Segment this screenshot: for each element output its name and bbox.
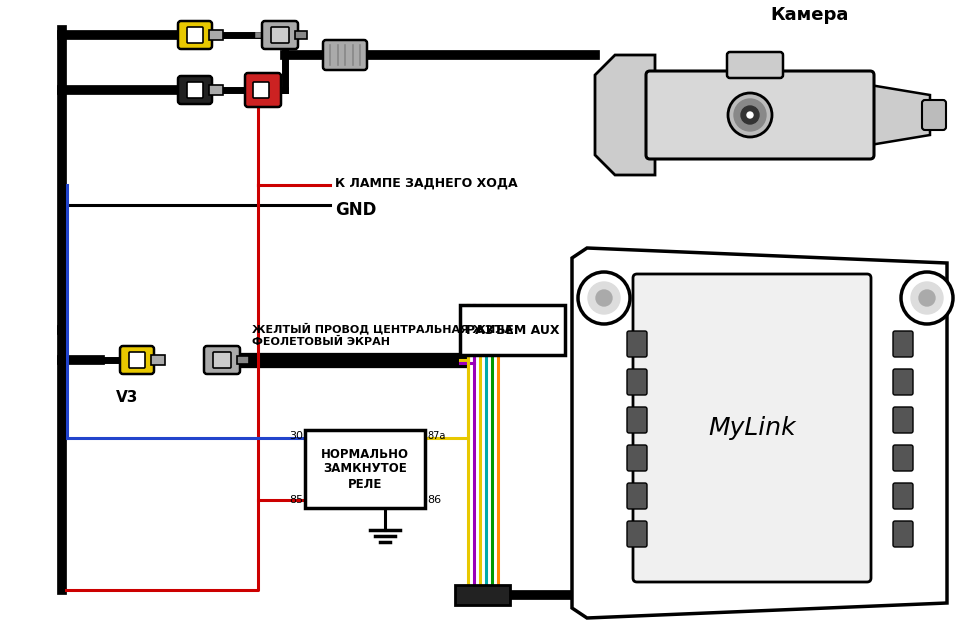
Text: 86: 86 xyxy=(427,495,442,505)
FancyBboxPatch shape xyxy=(323,40,367,70)
Text: НОРМАЛЬНО
ЗАМКНУТОЕ
РЕЛЕ: НОРМАЛЬНО ЗАМКНУТОЕ РЕЛЕ xyxy=(321,447,409,491)
Text: 87а: 87а xyxy=(427,431,445,441)
FancyBboxPatch shape xyxy=(633,274,871,582)
FancyBboxPatch shape xyxy=(627,445,647,471)
FancyBboxPatch shape xyxy=(893,407,913,433)
Text: 85: 85 xyxy=(289,495,303,505)
Text: ФЕОЛЕТОВЫЙ ЭКРАН: ФЕОЛЕТОВЫЙ ЭКРАН xyxy=(252,337,390,347)
FancyBboxPatch shape xyxy=(893,331,913,357)
FancyBboxPatch shape xyxy=(627,521,647,547)
Text: РАЗЪЕМ AUX: РАЗЪЕМ AUX xyxy=(466,323,560,337)
FancyBboxPatch shape xyxy=(120,346,154,374)
FancyBboxPatch shape xyxy=(245,73,281,107)
FancyBboxPatch shape xyxy=(204,346,240,374)
Circle shape xyxy=(919,290,935,306)
FancyBboxPatch shape xyxy=(178,21,212,49)
FancyBboxPatch shape xyxy=(213,352,231,368)
FancyBboxPatch shape xyxy=(627,407,647,433)
Circle shape xyxy=(588,282,620,314)
FancyBboxPatch shape xyxy=(178,76,212,104)
FancyBboxPatch shape xyxy=(893,521,913,547)
Circle shape xyxy=(734,99,766,131)
FancyBboxPatch shape xyxy=(151,355,165,365)
FancyBboxPatch shape xyxy=(305,430,425,508)
FancyBboxPatch shape xyxy=(209,85,223,95)
FancyBboxPatch shape xyxy=(627,331,647,357)
FancyBboxPatch shape xyxy=(893,369,913,395)
Text: V3: V3 xyxy=(116,390,138,406)
Circle shape xyxy=(578,272,630,324)
FancyBboxPatch shape xyxy=(187,82,203,98)
Text: ЖЕЛТЫЙ ПРОВОД ЦЕНТРАЛЬНАЯ ЖИЛА: ЖЕЛТЫЙ ПРОВОД ЦЕНТРАЛЬНАЯ ЖИЛА xyxy=(252,322,514,334)
FancyBboxPatch shape xyxy=(627,483,647,509)
FancyBboxPatch shape xyxy=(187,27,203,43)
FancyBboxPatch shape xyxy=(455,585,510,605)
FancyBboxPatch shape xyxy=(295,31,307,39)
Text: MyLink: MyLink xyxy=(708,416,796,440)
FancyBboxPatch shape xyxy=(922,100,946,130)
FancyBboxPatch shape xyxy=(271,27,289,43)
Circle shape xyxy=(741,106,759,124)
Circle shape xyxy=(911,282,943,314)
Text: 30: 30 xyxy=(289,431,303,441)
FancyBboxPatch shape xyxy=(893,445,913,471)
FancyBboxPatch shape xyxy=(646,71,874,159)
FancyBboxPatch shape xyxy=(237,356,249,364)
Polygon shape xyxy=(572,248,947,618)
FancyBboxPatch shape xyxy=(460,305,565,355)
Circle shape xyxy=(901,272,953,324)
Circle shape xyxy=(747,112,753,118)
Text: GND: GND xyxy=(335,201,376,219)
Circle shape xyxy=(596,290,612,306)
FancyBboxPatch shape xyxy=(129,352,145,368)
FancyBboxPatch shape xyxy=(253,82,269,98)
FancyBboxPatch shape xyxy=(209,30,223,40)
Polygon shape xyxy=(870,85,930,145)
FancyBboxPatch shape xyxy=(727,52,783,78)
Circle shape xyxy=(728,93,772,137)
FancyBboxPatch shape xyxy=(627,369,647,395)
Text: Камера: Камера xyxy=(771,6,850,24)
Text: К ЛАМПЕ ЗАДНЕГО ХОДА: К ЛАМПЕ ЗАДНЕГО ХОДА xyxy=(335,176,517,190)
Polygon shape xyxy=(595,55,655,175)
FancyBboxPatch shape xyxy=(262,21,298,49)
FancyBboxPatch shape xyxy=(893,483,913,509)
